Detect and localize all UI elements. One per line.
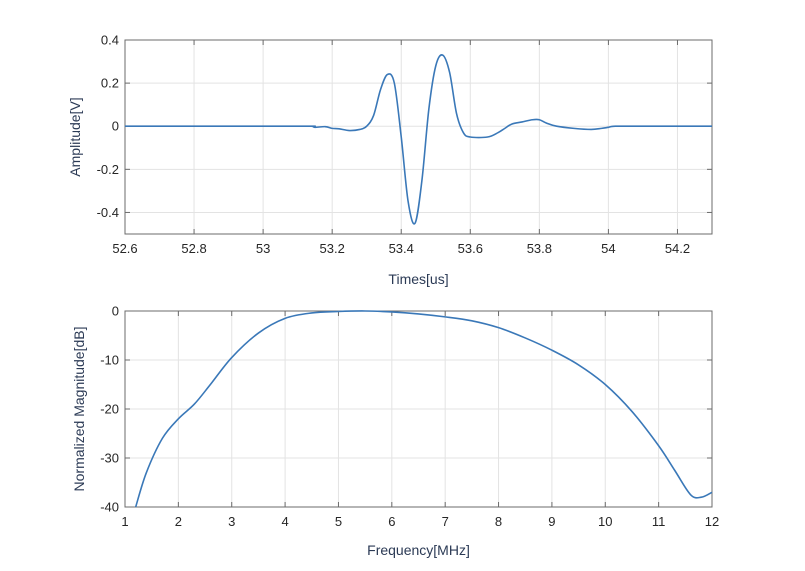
x-tick-label: 52.6 bbox=[112, 241, 137, 256]
x-tick-label: 8 bbox=[495, 514, 502, 529]
magnitude-frequency-plot: 1 2 3 4 5 6 7 8 9 10 11 12-40-30-20-100 Frequency[M… bbox=[71, 304, 719, 559]
tick-labels: 1 2 3 4 5 6 7 8 9 10 11 12-40-30-20-100 bbox=[100, 304, 719, 530]
grid-lines bbox=[124, 310, 713, 508]
y-tick-label: -0.4 bbox=[97, 205, 119, 220]
y-tick-label: -20 bbox=[100, 402, 119, 417]
y-axis-label: Amplitude[V] bbox=[67, 97, 83, 176]
y-tick-label: -30 bbox=[100, 451, 119, 466]
x-axis-label: Times[us] bbox=[388, 271, 448, 287]
x-tick-label: 5 bbox=[335, 514, 342, 529]
x-tick-label: 53 bbox=[256, 241, 270, 256]
y-tick-label: 0.2 bbox=[101, 76, 119, 91]
x-tick-label: 53.8 bbox=[527, 241, 552, 256]
x-tick-label: 53.4 bbox=[389, 241, 414, 256]
series-line bbox=[134, 310, 713, 508]
x-tick-label: 6 bbox=[388, 514, 395, 529]
y-tick-label: -0.2 bbox=[97, 162, 119, 177]
x-tick-label: 11 bbox=[652, 514, 666, 529]
amplitude-time-plot: 52.6 52.8 53 53.2 53.4 53.6 53.8 54 54.2 -0.4 -0.2… bbox=[67, 33, 713, 287]
x-tick-label: 52.8 bbox=[181, 241, 206, 256]
x-tick-label: 2 bbox=[175, 514, 182, 529]
y-tick-label: 0.4 bbox=[101, 33, 119, 48]
x-tick-label: 9 bbox=[548, 514, 555, 529]
x-tick-label: 1 bbox=[121, 514, 128, 529]
x-tick-label: 54.2 bbox=[665, 241, 690, 256]
axes-frame bbox=[124, 39, 713, 235]
y-axis-label: Normalized Magnitude[dB] bbox=[71, 327, 87, 492]
x-tick-label: 53.2 bbox=[320, 241, 345, 256]
y-tick-label: -10 bbox=[100, 353, 119, 368]
x-tick-label: 4 bbox=[281, 514, 288, 529]
y-tick-label: 0 bbox=[112, 119, 119, 134]
x-axis-label: Frequency[MHz] bbox=[367, 542, 470, 558]
y-tick-label: -40 bbox=[100, 500, 119, 515]
x-tick-label: 7 bbox=[442, 514, 449, 529]
x-tick-label: 3 bbox=[228, 514, 235, 529]
y-tick-label: 0 bbox=[112, 304, 119, 319]
x-tick-label: 12 bbox=[705, 514, 719, 529]
x-tick-label: 53.6 bbox=[458, 241, 483, 256]
tick-labels: 52.6 52.8 53 53.2 53.4 53.6 53.8 54 54.2 -0.4 -0.2… bbox=[97, 33, 712, 256]
series-line bbox=[125, 54, 712, 225]
x-tick-label: 10 bbox=[598, 514, 612, 529]
x-tick-label: 54 bbox=[601, 241, 615, 256]
